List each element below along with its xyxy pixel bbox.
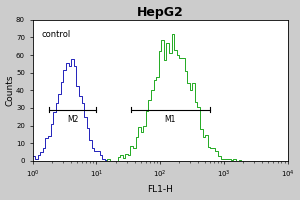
X-axis label: FL1-H: FL1-H bbox=[147, 185, 173, 194]
Title: HepG2: HepG2 bbox=[137, 6, 183, 19]
Text: M2: M2 bbox=[67, 115, 78, 124]
Text: M1: M1 bbox=[165, 115, 176, 124]
Y-axis label: Counts: Counts bbox=[6, 75, 15, 106]
Text: control: control bbox=[42, 30, 71, 39]
